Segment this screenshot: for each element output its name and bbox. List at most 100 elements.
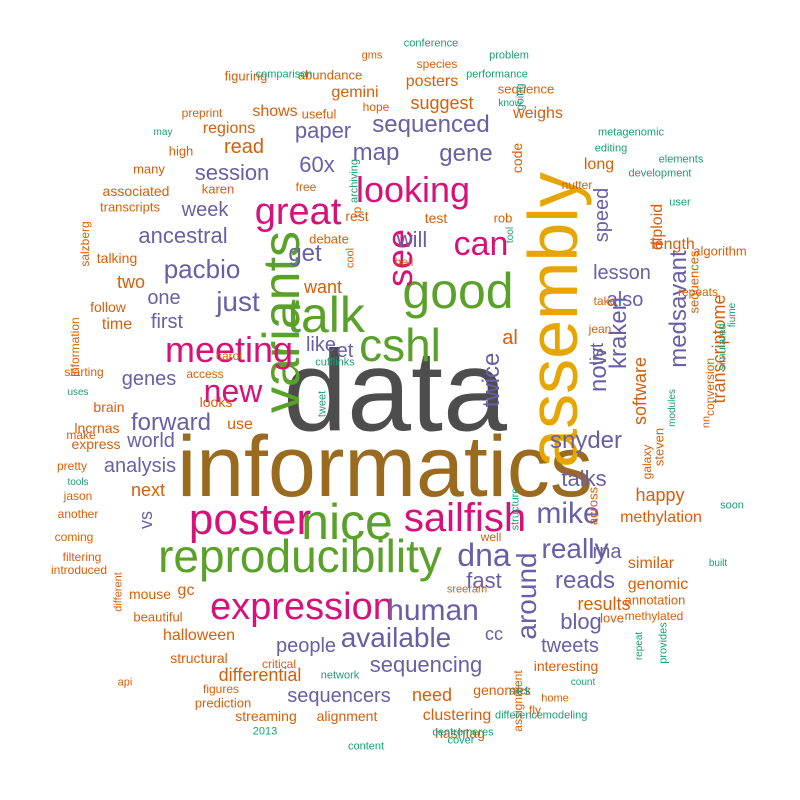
- cloud-word: karen: [201, 181, 235, 197]
- cloud-word: looking: [355, 169, 471, 210]
- cloud-word: assignment: [511, 670, 525, 732]
- cloud-word: blog: [560, 609, 602, 634]
- cloud-word: soon: [720, 499, 744, 512]
- cloud-word: development: [628, 167, 692, 180]
- cloud-word: 60x: [299, 152, 335, 177]
- cloud-word: alignment: [316, 708, 378, 724]
- cloud-word: slick: [509, 685, 531, 698]
- cloud-word: first: [150, 311, 184, 333]
- cloud-word: sequences: [686, 250, 702, 314]
- cloud-word: rna: [592, 541, 622, 563]
- cloud-word: cufflinks: [315, 356, 355, 369]
- cloud-word: week: [181, 199, 229, 221]
- cloud-word: debate: [309, 231, 349, 247]
- cloud-word: posters: [405, 73, 459, 90]
- cloud-word: pretty: [56, 459, 88, 473]
- cloud-word: well: [480, 530, 502, 544]
- cloud-word: preprint: [181, 106, 223, 120]
- cloud-word: lncrnas: [74, 420, 120, 436]
- cloud-word: tweet: [316, 390, 329, 418]
- cloud-word: conference: [403, 37, 459, 50]
- cloud-word: gemini: [331, 84, 379, 101]
- cloud-word: differential: [218, 665, 302, 685]
- cloud-word: nutter: [561, 178, 593, 192]
- cloud-word: archiving: [348, 158, 361, 204]
- cloud-word: reproducibility: [158, 530, 442, 582]
- cloud-word: two: [116, 272, 146, 292]
- cloud-word: talking: [96, 250, 138, 266]
- cloud-word: speed: [591, 187, 613, 243]
- cloud-word: count: [570, 677, 596, 688]
- cloud-word: list: [587, 343, 607, 365]
- cloud-word: high: [168, 143, 194, 159]
- cloud-word: cool: [344, 247, 357, 269]
- cloud-word: halloween: [162, 627, 236, 644]
- cloud-word: data: [283, 327, 507, 456]
- cloud-word: sreeram: [446, 583, 488, 596]
- cloud-word: human: [387, 594, 479, 627]
- cloud-word: filtering: [62, 550, 102, 564]
- cloud-word: metagenomic: [597, 126, 665, 139]
- cloud-word: coming: [54, 530, 94, 544]
- cloud-word: know: [498, 98, 522, 109]
- cloud-word: beautiful: [133, 609, 183, 625]
- cloud-word: use: [227, 416, 253, 433]
- cloud-word: gc: [177, 582, 195, 599]
- cloud-word: test: [424, 210, 448, 226]
- cloud-word: sailfish: [403, 496, 527, 540]
- cloud-word: figures: [202, 682, 240, 696]
- cloud-word: conversion: [703, 357, 717, 417]
- cloud-word: api: [117, 676, 133, 689]
- cloud-word: difference: [494, 709, 544, 722]
- cloud-word: figuring: [224, 68, 268, 84]
- cloud-word: genomes: [473, 682, 531, 698]
- cloud-word: access: [186, 367, 224, 381]
- cloud-word: brain: [93, 399, 125, 415]
- cloud-word: methylated: [624, 609, 684, 623]
- cloud-word: provides: [657, 622, 670, 664]
- cloud-word: length: [651, 236, 695, 253]
- cloud-word: assembly: [514, 172, 592, 468]
- cloud-word: love: [600, 610, 624, 626]
- cloud-word: elements: [658, 153, 704, 166]
- cloud-word: cc: [485, 624, 503, 644]
- cloud-word: may: [153, 127, 173, 138]
- cloud-word: al: [502, 327, 518, 349]
- cloud-word: comparison: [255, 68, 313, 81]
- cloud-word: time: [101, 316, 133, 333]
- cloud-word: tool: [505, 226, 516, 244]
- cloud-word: jean: [588, 322, 612, 336]
- cloud-word: tweets: [541, 635, 599, 657]
- cloud-word: critical: [261, 657, 297, 671]
- cloud-word: great: [254, 191, 342, 233]
- cloud-word: like: [305, 334, 337, 356]
- cloud-word: different: [112, 572, 125, 612]
- cloud-word: regions: [202, 120, 256, 137]
- cloud-word: need: [411, 685, 453, 705]
- cloud-word: talk: [287, 287, 365, 343]
- cloud-word: new: [203, 373, 263, 409]
- cloud-word: good: [402, 263, 514, 319]
- cloud-word: happy: [635, 485, 685, 505]
- cloud-word: abundance: [297, 67, 363, 83]
- cloud-word: mouse: [128, 586, 172, 602]
- cloud-word: useful: [301, 106, 337, 122]
- cloud-word: species: [416, 57, 458, 71]
- cloud-word: problem: [489, 49, 529, 62]
- cloud-word: carol: [215, 349, 243, 363]
- cloud-word: fast: [466, 568, 502, 593]
- cloud-word: jason: [63, 489, 93, 503]
- cloud-word: lesson: [593, 262, 651, 284]
- cloud-word: twice: [478, 352, 505, 408]
- cloud-word: sequencing: [369, 652, 483, 677]
- cloud-word: mike: [536, 497, 600, 530]
- cloud-word: world: [127, 430, 175, 452]
- cloud-word: interesting: [533, 658, 599, 674]
- cloud-word: expression: [210, 586, 394, 628]
- cloud-word: hell: [394, 255, 414, 269]
- cloud-word: across: [585, 486, 601, 526]
- cloud-word: genes: [121, 368, 177, 390]
- cloud-word: reads: [554, 567, 616, 594]
- cloud-word: next: [130, 480, 166, 500]
